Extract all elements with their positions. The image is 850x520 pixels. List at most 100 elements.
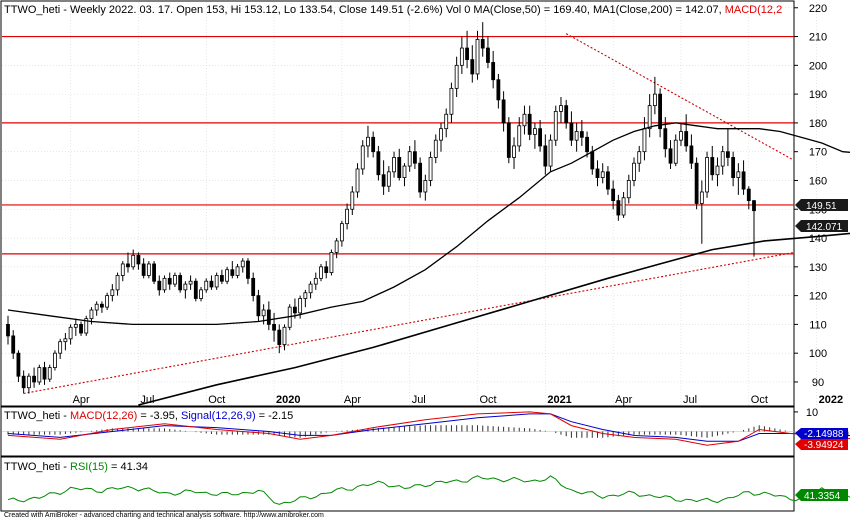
candle-body — [240, 260, 245, 268]
candle-body — [115, 275, 120, 291]
time-tick-label: Jul — [683, 394, 697, 406]
candle-body — [418, 162, 423, 193]
candle-body — [63, 338, 68, 343]
candle-body — [475, 39, 480, 75]
candle-body — [705, 157, 709, 193]
candle-body — [105, 295, 110, 308]
candle-body — [548, 139, 553, 167]
candle-body — [58, 341, 63, 354]
candle-body — [689, 145, 694, 164]
price-tick-label: 170 — [809, 147, 827, 159]
candle-body — [595, 168, 600, 178]
horizontal-levels — [2, 35, 794, 255]
candle-body — [11, 335, 16, 354]
candle-body — [564, 105, 569, 124]
candle-body — [162, 277, 167, 291]
candle-body — [298, 298, 303, 314]
candle-body — [726, 151, 730, 158]
candle-body — [652, 93, 657, 107]
candle-body — [120, 263, 125, 276]
candle-body — [334, 240, 339, 253]
trendline — [23, 251, 795, 395]
candle-body — [621, 197, 626, 216]
price-gridlines — [2, 2, 817, 405]
candle-body — [94, 303, 99, 311]
candle-body — [199, 289, 203, 299]
candle-body — [178, 275, 183, 291]
candle-body — [600, 171, 605, 178]
macd-label: MACD(12,26) — [70, 410, 137, 422]
macd-tick-label: 10 — [806, 407, 818, 419]
rsi-symbol: TTWO_heti — [4, 461, 60, 473]
candle-body — [350, 191, 355, 210]
candle-body — [225, 269, 230, 282]
time-tick-label: 2020 — [276, 394, 300, 406]
candle-body — [251, 277, 256, 297]
candle-body — [266, 309, 271, 325]
ma200-tag: 142.071 — [795, 220, 848, 233]
macd-value: = -3.95, — [137, 410, 181, 422]
main-symbol: TTWO_heti — [4, 4, 60, 16]
candle-body — [355, 168, 360, 193]
candle-body — [282, 326, 287, 345]
candle-body — [272, 323, 276, 331]
trendlines — [23, 33, 795, 395]
price-tick-label: 100 — [809, 348, 827, 360]
candle-body — [16, 352, 21, 377]
time-tick-label: Oct — [480, 394, 497, 406]
candle-body — [647, 105, 652, 130]
signal-label: Signal(12,26,9) — [181, 410, 256, 422]
candle-body — [444, 113, 449, 130]
rsi-prefix: - — [63, 461, 70, 473]
candle-body — [308, 283, 313, 294]
price-tick-label: 200 — [809, 60, 827, 72]
rsi-tag-text: 41.3354 — [804, 491, 841, 502]
price-tick-label: 190 — [809, 89, 827, 101]
candle-body — [574, 131, 579, 141]
candle-body — [84, 318, 89, 334]
candle-body — [454, 64, 459, 89]
candle-body — [590, 151, 595, 170]
candle-body — [303, 292, 308, 299]
candle-body — [710, 157, 715, 176]
candle-body — [152, 263, 156, 282]
candle-body — [626, 180, 631, 199]
candle-body — [193, 280, 198, 299]
candle-body — [517, 125, 522, 147]
price-tick-label: 120 — [809, 291, 827, 303]
ma200-tag-text: 142.071 — [806, 222, 843, 233]
candle-body — [345, 208, 349, 225]
candle-body — [663, 128, 668, 150]
macd-panel: 10 — [2, 407, 850, 446]
candle-body — [720, 151, 725, 167]
candle-body — [694, 162, 699, 204]
candle-body — [486, 47, 490, 63]
time-tick-label: Apr — [344, 394, 361, 406]
candle-body — [141, 263, 146, 276]
candle-body — [512, 145, 516, 158]
candle-body — [110, 289, 115, 297]
candle-body — [715, 165, 720, 176]
candle-body — [313, 277, 318, 285]
price-panel-frame — [0, 0, 795, 407]
candle-body — [21, 375, 26, 389]
price-tick-label: 90 — [812, 377, 824, 389]
candle-body — [407, 151, 412, 167]
candle-body — [371, 136, 376, 153]
candle-body — [319, 266, 323, 279]
candle-body — [449, 87, 454, 115]
time-x-axis: Apr Jul Oct 2020 Apr Jul Oct 2021 Apr Jul Oct 2022 — [73, 394, 843, 406]
time-tick-label: Oct — [751, 394, 768, 406]
time-tick-label: 2022 — [819, 394, 843, 406]
rsi-header: TTWO_heti - RSI(15) = 41.34 — [4, 461, 148, 473]
candle-body — [214, 275, 219, 288]
candle-body — [293, 306, 297, 314]
price-tick-label: 110 — [809, 319, 827, 331]
candle-body — [491, 62, 496, 81]
macd-symbol: TTWO_heti — [4, 410, 60, 422]
candle-body — [559, 105, 563, 112]
candle-body — [439, 128, 443, 141]
candle-body — [53, 352, 57, 368]
signal-value: = -2.15 — [256, 410, 294, 422]
candle-body — [543, 145, 548, 167]
